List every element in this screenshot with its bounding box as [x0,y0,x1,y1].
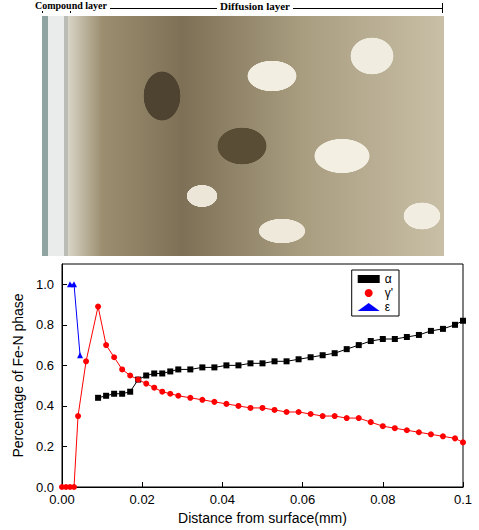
svg-text:0.8: 0.8 [36,317,54,332]
svg-text:1.0: 1.0 [36,277,54,292]
svg-text:0.08: 0.08 [370,492,395,507]
svg-text:0.4: 0.4 [36,398,54,413]
svg-text:α: α [385,272,392,286]
svg-text:0.00: 0.00 [49,492,74,507]
svg-text:0.1: 0.1 [454,492,472,507]
svg-text:0.2: 0.2 [36,439,54,454]
svg-text:0.6: 0.6 [36,358,54,373]
svg-text:0.06: 0.06 [290,492,315,507]
html-text:Compound layer: Compound layer [35,0,107,11]
svg-text:Percentage of Fe-N phase: Percentage of Fe-N phase [10,293,26,457]
svg-text:0.0: 0.0 [35,479,54,495]
svg-text:0.02: 0.02 [130,492,155,507]
html-text:Diffusion layer: Diffusion layer [220,0,290,12]
svg-text:0.04: 0.04 [210,492,235,507]
svg-text:Distance from surface(mm): Distance from surface(mm) [178,510,347,526]
svg-text:ε: ε [385,300,391,314]
svg-text:γ': γ' [385,286,393,300]
